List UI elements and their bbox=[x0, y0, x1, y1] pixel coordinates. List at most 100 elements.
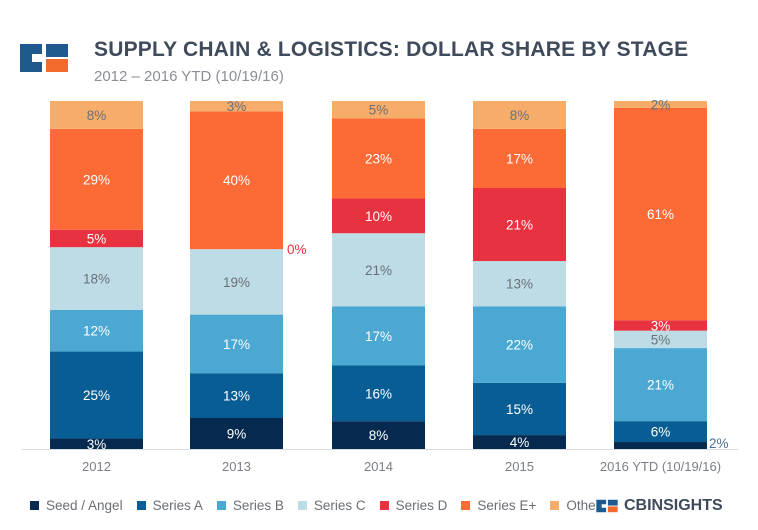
bar-segment-series-e--0 bbox=[50, 128, 143, 230]
data-label-series-c-4: 5% bbox=[651, 332, 671, 347]
legend-item-series-b: Series B bbox=[216, 498, 284, 513]
legend-swatch-seed-angel bbox=[30, 501, 39, 510]
stacked-bar-chart: 3% 25% 12% 18% 5% 29% 8% 2012 9% 13% 17% 19% 0% 40% 3%… bbox=[22, 97, 738, 474]
data-label-seed-angel-4: 2% bbox=[709, 436, 729, 451]
bar-segment-series-b-0 bbox=[50, 309, 143, 352]
bar-segment-series-a-4 bbox=[614, 421, 707, 443]
data-label-series-d-4: 3% bbox=[651, 318, 671, 333]
legend-item-series-e-: Series E+ bbox=[461, 498, 536, 513]
bar-segment-series-c-3 bbox=[473, 261, 566, 307]
data-label-other-3: 8% bbox=[510, 108, 530, 123]
bar-segment-series-a-3 bbox=[473, 382, 566, 436]
data-label-series-a-1: 13% bbox=[223, 389, 250, 404]
legend-label-series-d: Series D bbox=[395, 498, 448, 513]
brand-label: CBINSIGHTS bbox=[624, 497, 723, 514]
bar-segment-series-d-0 bbox=[50, 229, 143, 248]
bar-segment-series-b-1 bbox=[190, 314, 283, 374]
legend-label-other: Other bbox=[566, 498, 601, 513]
cb-insights-small-logo-icon bbox=[596, 499, 618, 513]
data-label-series-b-2: 17% bbox=[365, 329, 392, 344]
x-tick-label-2: 2014 bbox=[364, 459, 393, 474]
data-label-series-c-2: 21% bbox=[365, 263, 392, 278]
data-label-series-b-4: 21% bbox=[647, 378, 674, 393]
x-tick-label-3: 2015 bbox=[505, 459, 534, 474]
data-label-series-a-3: 15% bbox=[506, 402, 533, 417]
bar-segment-series-a-0 bbox=[50, 351, 143, 439]
data-label-series-c-1: 19% bbox=[223, 275, 250, 290]
bar-segment-series-c-0 bbox=[50, 247, 143, 310]
page-title: SUPPLY CHAIN & LOGISTICS: DOLLAR SHARE B… bbox=[94, 38, 689, 61]
bar-segment-series-e--2 bbox=[332, 118, 425, 199]
data-label-seed-angel-0: 3% bbox=[87, 437, 107, 452]
data-label-series-d-2: 10% bbox=[365, 209, 392, 224]
legend-label-seed-angel: Seed / Angel bbox=[46, 498, 123, 513]
legend-swatch-series-c bbox=[297, 501, 307, 510]
legend-swatch-series-e- bbox=[461, 501, 471, 510]
data-label-series-e--4: 61% bbox=[647, 207, 674, 222]
bar-segment-series-d-2 bbox=[332, 198, 425, 234]
bar-segment-seed-angel-2 bbox=[332, 421, 425, 449]
data-label-series-a-2: 16% bbox=[365, 386, 392, 401]
bar-segment-other-1 bbox=[190, 101, 283, 112]
bar-segment-series-e--1 bbox=[190, 111, 283, 250]
legend-item-series-d: Series D bbox=[379, 498, 448, 513]
data-label-other-2: 5% bbox=[369, 103, 389, 118]
data-label-series-b-1: 17% bbox=[223, 337, 250, 352]
bar-segment-series-e--3 bbox=[473, 128, 566, 188]
bar-segment-series-b-3 bbox=[473, 306, 566, 383]
bar-segment-other-0 bbox=[50, 101, 143, 129]
legend-label-series-b: Series B bbox=[232, 498, 284, 513]
data-label-series-c-0: 18% bbox=[83, 271, 110, 286]
data-label-series-a-4: 6% bbox=[651, 425, 671, 440]
data-label-other-1: 3% bbox=[227, 99, 247, 114]
legend-label-series-a: Series A bbox=[152, 498, 203, 513]
brand-footer: CBINSIGHTS bbox=[594, 497, 723, 515]
data-label-seed-angel-2: 8% bbox=[369, 428, 389, 443]
legend-swatch-other bbox=[550, 501, 560, 510]
legend-item-other: Other bbox=[550, 498, 600, 513]
bar-segment-other-4 bbox=[614, 101, 707, 108]
x-tick-label-1: 2013 bbox=[222, 459, 251, 474]
bar-segment-series-c-2 bbox=[332, 233, 425, 307]
data-label-seed-angel-1: 9% bbox=[227, 426, 247, 441]
cb-insights-logo-icon bbox=[20, 44, 68, 72]
bar-segment-other-2 bbox=[332, 101, 425, 119]
legend-label-series-e-: Series E+ bbox=[477, 498, 537, 513]
x-tick-label-0: 2012 bbox=[82, 459, 111, 474]
legend-swatch-series-b bbox=[216, 501, 226, 510]
data-label-series-c-3: 13% bbox=[506, 277, 533, 292]
data-label-series-d-1: 0% bbox=[287, 242, 307, 257]
bar-segment-series-b-4 bbox=[614, 348, 707, 422]
legend-item-series-c: Series C bbox=[297, 498, 366, 513]
bar-segment-seed-angel-0 bbox=[50, 438, 143, 449]
data-label-series-e--1: 40% bbox=[223, 173, 250, 188]
page-subtitle: 2012 – 2016 YTD (10/19/16) bbox=[94, 68, 284, 85]
logo-top-right-shape bbox=[46, 44, 68, 57]
data-label-series-b-3: 22% bbox=[506, 338, 533, 353]
logo-left-shape bbox=[20, 44, 42, 72]
data-label-other-4: 2% bbox=[651, 97, 671, 112]
bar-segment-other-3 bbox=[473, 101, 566, 129]
data-label-series-e--0: 29% bbox=[83, 172, 110, 187]
bar-segment-seed-angel-4 bbox=[614, 442, 707, 449]
x-tick-label-4: 2016 YTD (10/19/16) bbox=[600, 459, 721, 474]
data-label-series-d-3: 21% bbox=[506, 218, 533, 233]
legend-label-series-c: Series C bbox=[313, 498, 366, 513]
data-label-series-e--3: 17% bbox=[506, 151, 533, 166]
legend-swatch-series-d bbox=[379, 501, 389, 510]
bar-segment-series-b-2 bbox=[332, 306, 425, 366]
bar-segment-series-a-1 bbox=[190, 373, 283, 418]
data-label-seed-angel-3: 4% bbox=[510, 435, 530, 450]
data-label-series-d-0: 5% bbox=[87, 231, 107, 246]
bar-segment-series-d-4 bbox=[614, 320, 707, 331]
bar-segment-seed-angel-1 bbox=[190, 417, 283, 449]
legend-swatch-series-a bbox=[136, 501, 146, 510]
bar-segment-series-d-3 bbox=[473, 188, 566, 262]
chart-legend: Seed / Angel Series A Series B Series C Seri… bbox=[30, 498, 614, 513]
data-label-other-0: 8% bbox=[87, 108, 107, 123]
bar-segment-series-c-4 bbox=[614, 330, 707, 349]
bar-segment-series-c-1 bbox=[190, 249, 283, 315]
bar-segment-series-a-2 bbox=[332, 365, 425, 422]
legend-item-series-a: Series A bbox=[136, 498, 203, 513]
bar-segment-seed-angel-3 bbox=[473, 435, 566, 449]
